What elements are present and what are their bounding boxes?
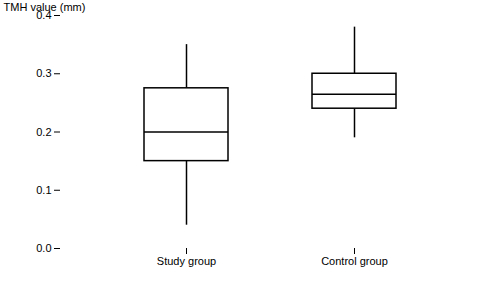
svg-text:Control group: Control group <box>321 255 388 267</box>
svg-text:0.1: 0.1 <box>36 184 51 196</box>
svg-text:Study group: Study group <box>157 255 216 267</box>
svg-text:TMH value (mm): TMH value (mm) <box>4 1 86 13</box>
svg-text:0.0: 0.0 <box>36 242 51 254</box>
svg-text:0.3: 0.3 <box>36 67 51 79</box>
svg-text:0.2: 0.2 <box>36 126 51 138</box>
svg-text:0.4: 0.4 <box>36 9 52 21</box>
